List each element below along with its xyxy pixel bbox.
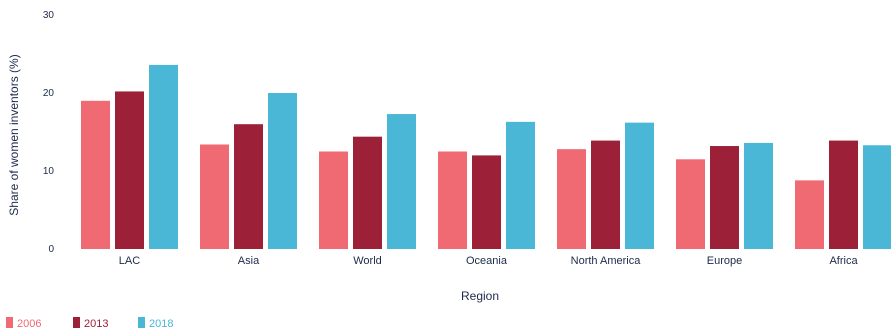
bar-2018 bbox=[387, 114, 416, 249]
legend-label: 2018 bbox=[149, 318, 173, 330]
bar-2006 bbox=[200, 144, 229, 249]
legend-swatch bbox=[138, 317, 145, 328]
bar-2006 bbox=[438, 151, 467, 249]
bar-2006 bbox=[557, 149, 586, 249]
bar-2018 bbox=[625, 122, 654, 249]
bar-2013 bbox=[234, 124, 263, 249]
bar-2013 bbox=[115, 91, 144, 249]
bar-2018 bbox=[149, 64, 178, 249]
bar-2018 bbox=[268, 93, 297, 249]
legend: 2006 2013 2018 bbox=[6, 317, 173, 330]
x-category-label: World bbox=[353, 255, 382, 267]
legend-swatch bbox=[6, 317, 13, 328]
x-category-label: Asia bbox=[238, 255, 260, 267]
y-tick-label: 10 bbox=[43, 166, 55, 177]
x-category-label: Oceania bbox=[466, 255, 508, 267]
x-category-label: Africa bbox=[829, 255, 858, 267]
y-tick-label: 0 bbox=[48, 244, 54, 255]
bar-2013 bbox=[591, 140, 620, 249]
bar-2013 bbox=[710, 146, 739, 249]
bar-2006 bbox=[81, 100, 110, 249]
bar-2013 bbox=[472, 155, 501, 249]
x-category-label: LAC bbox=[119, 255, 140, 267]
x-axis-title: Region bbox=[461, 289, 499, 303]
bar-2013 bbox=[829, 140, 858, 249]
bar-2018 bbox=[863, 145, 891, 249]
bar-2018 bbox=[506, 121, 535, 249]
bar-series bbox=[81, 64, 891, 249]
y-axis-ticks: 0 10 20 30 bbox=[43, 10, 55, 255]
bar-2006 bbox=[795, 180, 824, 249]
x-axis-category-labels: LAC Asia World Oceania North America Europe Af… bbox=[119, 255, 859, 267]
bar-2006 bbox=[676, 159, 705, 249]
legend-swatch bbox=[73, 317, 80, 328]
bar-2006 bbox=[319, 151, 348, 249]
bar-2013 bbox=[353, 136, 382, 249]
x-category-label: North America bbox=[571, 255, 642, 267]
y-tick-label: 30 bbox=[43, 10, 55, 21]
legend-label: 2006 bbox=[17, 318, 41, 330]
x-category-label: Europe bbox=[707, 255, 742, 267]
y-tick-label: 20 bbox=[43, 88, 55, 99]
legend-label: 2013 bbox=[84, 318, 108, 330]
y-axis-title: Share of women inventors (%) bbox=[7, 54, 21, 215]
bar-2018 bbox=[744, 142, 773, 249]
